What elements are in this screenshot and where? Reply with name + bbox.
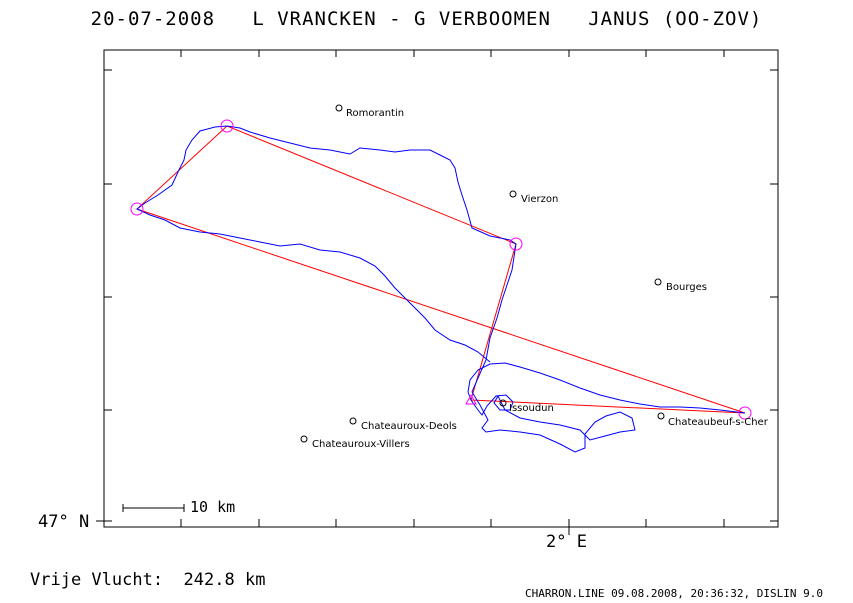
longitude-label: 2° E — [546, 532, 587, 552]
town-label: Vierzon — [521, 194, 558, 205]
map-title: 20-07-2008 L VRANCKEN - G VERBOOMEN JANU… — [90, 8, 763, 30]
town-label: Chateauroux-Deols — [361, 421, 457, 432]
towns: Romorantin Vierzon Bourges Issoudun Chat… — [300, 104, 769, 450]
town-label: Chateaubeuf-s-Cher — [668, 417, 769, 428]
town-label: Chateauroux-Villers — [312, 439, 410, 450]
map-frame — [103, 49, 779, 528]
distance-readout: Vrije Vlucht: 242.8 km — [30, 570, 265, 590]
turnpoint-marker — [220, 119, 234, 133]
scale-bar-label: 10 km — [190, 498, 236, 516]
latitude-label: 47° N — [38, 512, 90, 532]
flight-track — [136, 125, 746, 453]
town-label: Issoudun — [509, 403, 554, 414]
map-ticks — [96, 50, 778, 535]
scale-bar — [122, 504, 185, 512]
turnpoint-marker — [509, 237, 523, 251]
turnpoint-marker — [738, 406, 752, 420]
task-polygon — [136, 125, 746, 414]
footer-credit: CHARRON.LINE 09.08.2008, 20:36:32, DISLI… — [524, 587, 823, 600]
turnpoint-marker — [130, 202, 144, 216]
start-marker — [465, 393, 477, 405]
turnpoints — [130, 119, 752, 420]
distance-value: 242.8 km — [183, 570, 266, 590]
town-label: Bourges — [666, 282, 707, 293]
distance-label: Vrije Vlucht: — [30, 570, 164, 590]
town-label: Romorantin — [346, 108, 404, 119]
